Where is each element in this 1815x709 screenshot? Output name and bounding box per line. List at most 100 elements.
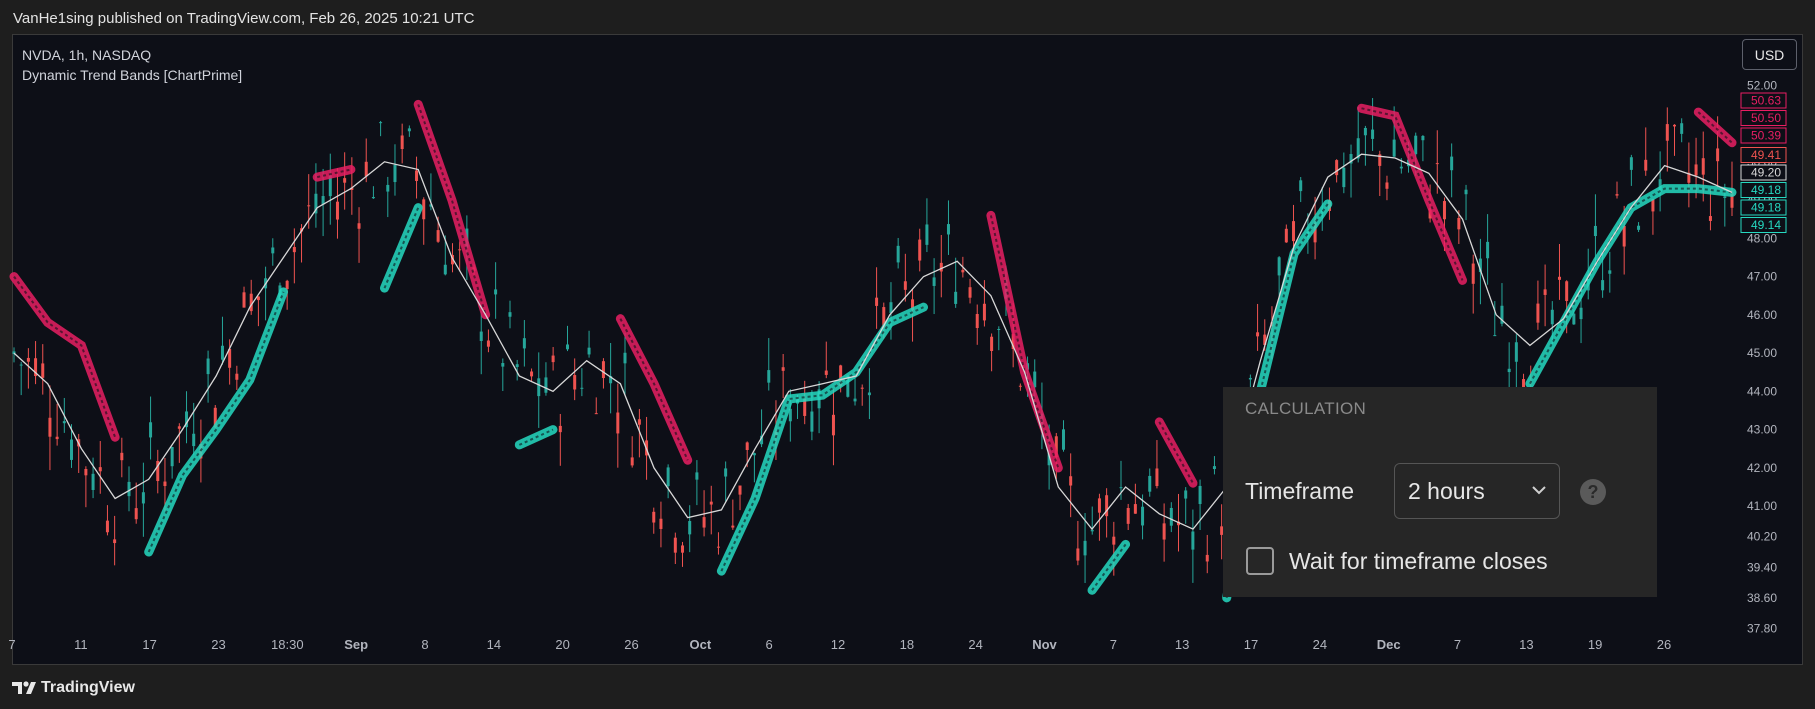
x-tick-label: Nov [1032, 637, 1057, 652]
candle-body [479, 331, 483, 341]
y-tick-label: 48.00 [1747, 231, 1777, 245]
candle-body [1550, 309, 1554, 325]
candle-body [760, 435, 764, 445]
candle-body [1665, 124, 1669, 141]
candle-body [192, 433, 196, 447]
candle-body [1421, 135, 1425, 141]
candle-body [1730, 192, 1734, 208]
lower-band-segment-hatch [1529, 187, 1733, 385]
x-tick-label: 18:30 [271, 637, 304, 652]
candle-body [1313, 223, 1317, 243]
candle-body [1284, 228, 1288, 243]
candle-body [379, 122, 383, 124]
lower-band-segment [716, 302, 928, 576]
candle-body [1148, 475, 1152, 492]
candle-body [1658, 179, 1662, 193]
candle-body [436, 230, 440, 242]
candle-body [954, 291, 958, 304]
currency-button[interactable]: USD [1742, 39, 1797, 70]
candle-body [357, 223, 361, 229]
candle-body [1378, 154, 1382, 166]
candle-body [724, 468, 728, 477]
tradingview-logo-icon[interactable] [12, 680, 38, 696]
candle-body [48, 417, 52, 437]
candle-body [1076, 548, 1080, 561]
upper-band-segment-hatch [1361, 107, 1464, 281]
candle-body [601, 361, 605, 379]
candle-body [1557, 276, 1561, 280]
tradingview-brand[interactable]: TradingView [41, 679, 135, 696]
indicator-title[interactable]: Dynamic Trend Bands [ChartPrime] [22, 67, 243, 83]
candle-body [1299, 180, 1303, 192]
candle-body [688, 521, 692, 535]
candle-body [594, 413, 598, 415]
wait-label[interactable]: Wait for timeframe closes [1289, 548, 1548, 574]
candle-body [415, 170, 419, 181]
candle-body [652, 511, 656, 523]
price-label: 49.18 [1751, 201, 1781, 215]
candle-body [501, 363, 505, 367]
candle-body [393, 164, 397, 183]
candle-body [1723, 196, 1727, 198]
candle-body [1018, 385, 1022, 387]
footer [0, 665, 1815, 709]
candle-body [961, 269, 965, 273]
candle-body [213, 407, 217, 428]
upper-band-segment-hatch [989, 215, 1060, 469]
candle-body [1694, 164, 1698, 176]
candle-body [1105, 495, 1109, 517]
price-label: 49.18 [1751, 183, 1781, 197]
candle-body [530, 371, 534, 377]
candle-body [1601, 280, 1605, 291]
candle-body [249, 293, 253, 312]
publish-header: VanHe1sing published on TradingView.com,… [0, 0, 1815, 34]
candle-body [551, 355, 555, 363]
candle-body [1083, 540, 1087, 556]
candle-body [156, 461, 160, 482]
x-tick-label: 7 [1110, 637, 1117, 652]
candle-body [1716, 148, 1720, 162]
candle-body [803, 398, 807, 416]
upper-band-segment [986, 210, 1063, 473]
x-tick-label: Sep [344, 637, 368, 652]
candle-body [486, 340, 490, 347]
candle-body [831, 414, 835, 436]
price-label-box [1740, 182, 1787, 198]
candle-body [350, 187, 354, 190]
candle-body [997, 329, 1001, 331]
candle-body [1162, 523, 1166, 540]
lower-band-segment [1525, 184, 1737, 389]
candle-body [1141, 506, 1145, 526]
upper-band-segment-hatch [417, 104, 487, 316]
chevron-down-icon [1532, 486, 1546, 495]
candle-body [1256, 332, 1260, 337]
candle-body [400, 135, 404, 150]
price-label-box [1740, 199, 1787, 216]
lower-band-segment-hatch [720, 306, 924, 572]
candle-body [939, 262, 943, 272]
timeframe-select[interactable]: 2 hours [1394, 463, 1560, 519]
upper-band-segment [312, 165, 356, 182]
candle-body [285, 280, 289, 290]
candle-body [26, 357, 30, 362]
candle-body [1672, 124, 1676, 127]
candle-body [558, 425, 562, 433]
candle-body [1198, 485, 1202, 505]
chart-legend: NVDA, 1h, NASDAQ Dynamic Trend Bands [Ch… [22, 45, 242, 85]
candle-body [975, 314, 979, 329]
candle-body [422, 199, 426, 220]
candlesticks [12, 98, 1734, 583]
candle-body [810, 411, 814, 432]
candle-body [1651, 199, 1655, 212]
publish-header-text: VanHe1sing published on TradingView.com,… [13, 10, 475, 27]
wait-checkbox[interactable] [1246, 547, 1274, 575]
symbol-title[interactable]: NVDA, 1h, NASDAQ [22, 47, 152, 63]
question-circle-icon[interactable]: ? [1580, 479, 1606, 505]
price-label-box [1740, 92, 1787, 109]
time-axis[interactable]: 7 11 17 23 18:30 Sep 8 14 20 26 Oct 6 12 18 24 Nov 7 13 17… [8, 637, 1671, 652]
candle-body [896, 245, 900, 263]
candle-body [1212, 466, 1216, 470]
candle-body [1097, 498, 1101, 513]
x-tick-label: 6 [766, 637, 773, 652]
